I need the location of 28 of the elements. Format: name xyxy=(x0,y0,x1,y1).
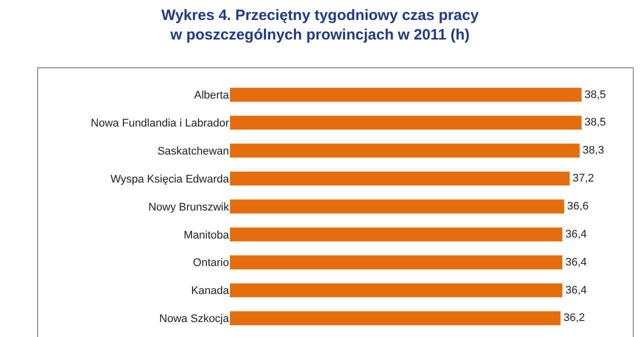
bar xyxy=(230,172,570,186)
data-label: 36,4 xyxy=(565,284,587,296)
data-label: 38,5 xyxy=(584,88,606,101)
data-label: 37,2 xyxy=(572,172,594,185)
data-label: 36,4 xyxy=(565,256,587,268)
bar xyxy=(230,255,562,270)
data-label: 36,6 xyxy=(567,200,589,212)
y-tick-label: Alberta xyxy=(194,90,230,102)
y-tick-label: Manitoba xyxy=(184,229,230,242)
data-label: 38,3 xyxy=(582,144,604,157)
y-tick-label: Saskatchewan xyxy=(157,145,229,158)
data-label: 36,2 xyxy=(564,312,585,324)
data-label: 36,4 xyxy=(565,228,587,240)
bar xyxy=(230,88,582,102)
y-tick-label: Nowa Szkocja xyxy=(159,313,230,326)
bar xyxy=(230,227,562,242)
bar xyxy=(230,311,560,326)
bar xyxy=(230,283,562,298)
y-tick-label: Kanada xyxy=(191,285,230,298)
bar xyxy=(230,200,564,214)
data-label: 38,5 xyxy=(584,116,606,129)
y-tick-label: Nowy Brunszwik xyxy=(148,201,230,214)
y-tick-label: Ontario xyxy=(192,257,229,270)
y-tick-label: Wyspa Księcia Edwarda xyxy=(110,173,230,186)
bar xyxy=(230,144,580,158)
bar xyxy=(230,116,582,130)
chart-title: Wykres 4. Przeciętny tygodniowy czas pracy w poszczególnych prowincjach w 2011 (h) xyxy=(161,7,480,44)
y-tick-label: Nowa Fundlandia i Labrador xyxy=(90,118,230,130)
